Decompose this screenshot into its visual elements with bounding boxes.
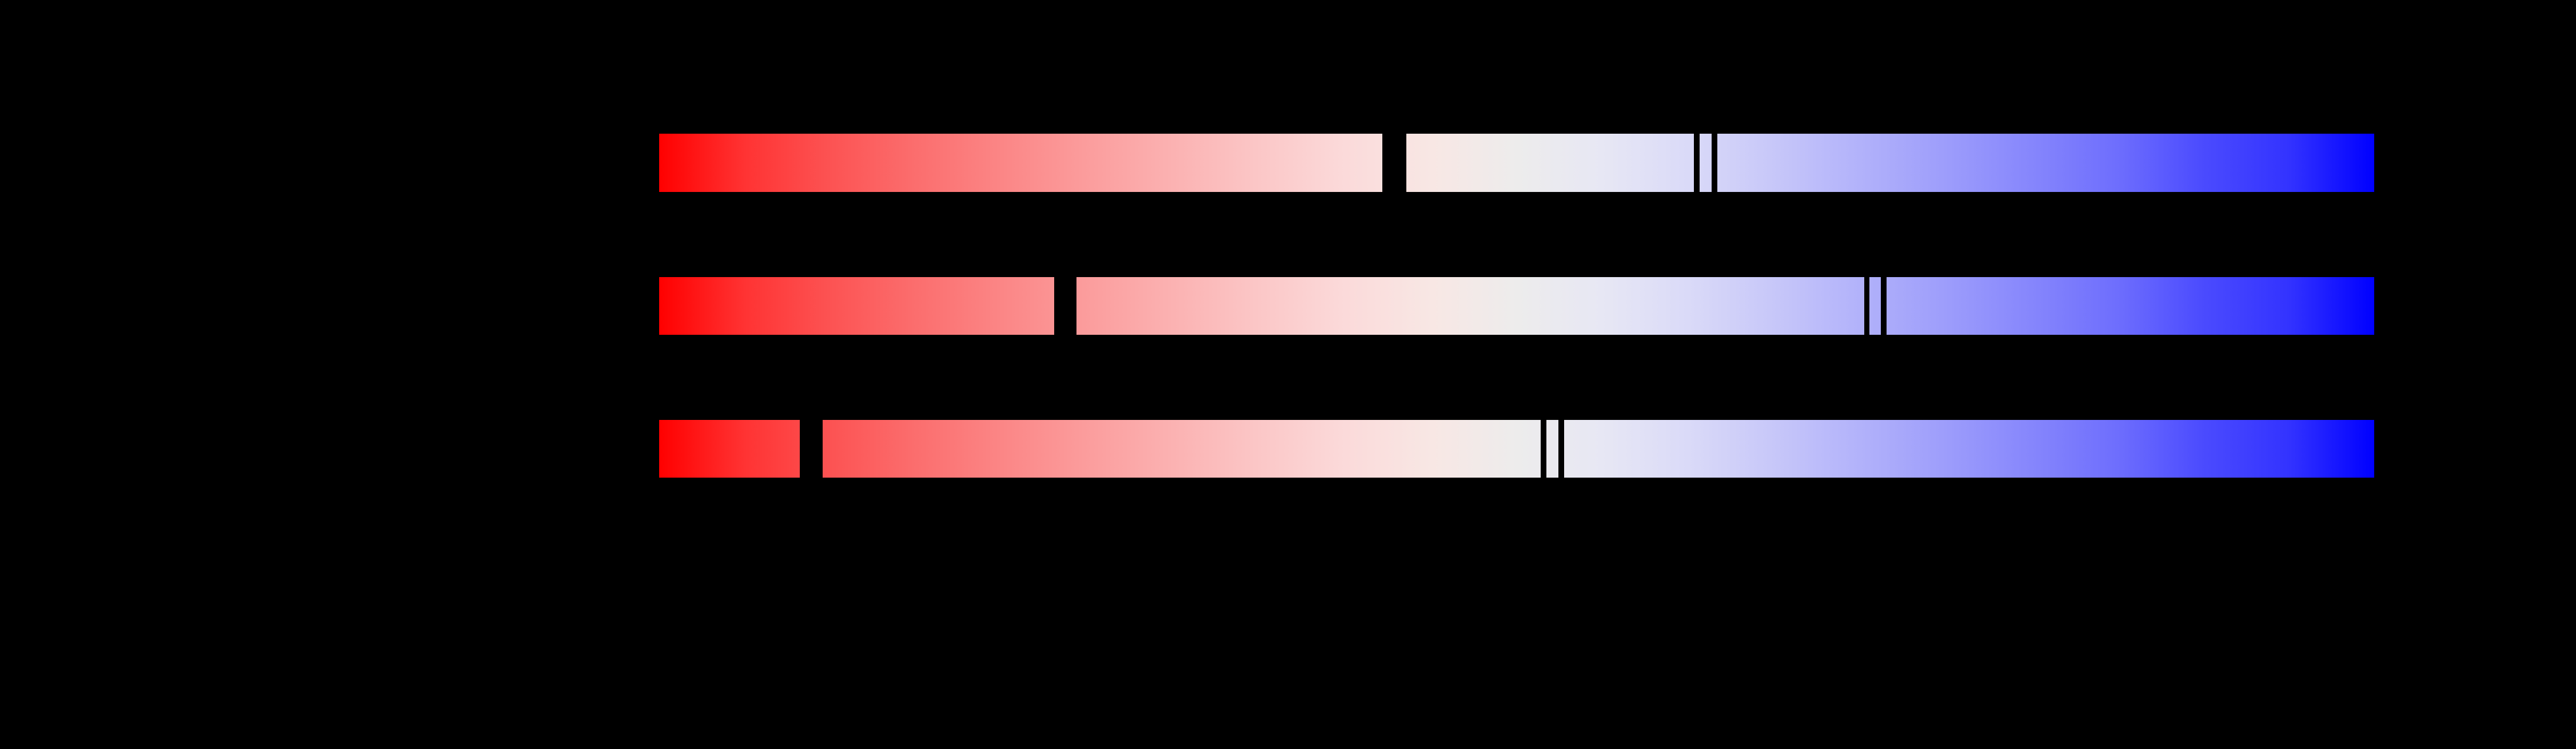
thin-tick-mark	[1558, 420, 1564, 478]
thin-tick-mark	[1864, 277, 1869, 335]
thick-tick-mark	[1382, 134, 1406, 192]
thin-tick-mark	[1694, 134, 1700, 192]
gradient-color-strip-3	[659, 420, 2374, 478]
thin-tick-mark	[1712, 134, 1717, 192]
thin-tick-mark	[1881, 277, 1887, 335]
thick-tick-mark	[1054, 277, 1076, 335]
gradient-color-strip-2	[659, 277, 2374, 335]
gradient-color-strip-1	[659, 134, 2374, 192]
thin-tick-mark	[1541, 420, 1546, 478]
thick-tick-mark	[800, 420, 823, 478]
